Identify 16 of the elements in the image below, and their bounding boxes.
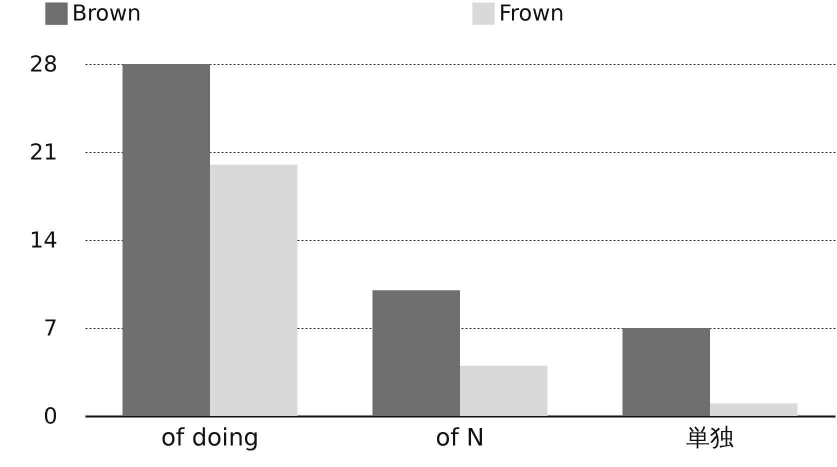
bar [460, 366, 548, 416]
y-tick-label: 14 [30, 228, 58, 254]
legend-label: Frown [499, 2, 564, 27]
bar [710, 403, 798, 416]
x-tick-label: 単独 [686, 424, 734, 452]
bar [122, 64, 210, 416]
legend-label: Brown [72, 2, 142, 27]
x-tick-label: of N [436, 424, 484, 452]
x-tick-label: of doing [161, 424, 259, 452]
bar [210, 164, 298, 416]
y-tick-label: 0 [44, 404, 58, 430]
y-tick-label: 7 [44, 316, 58, 342]
y-tick-label: 21 [30, 140, 58, 166]
bar [372, 290, 460, 416]
bar [622, 328, 710, 416]
y-tick-label: 28 [30, 52, 58, 78]
